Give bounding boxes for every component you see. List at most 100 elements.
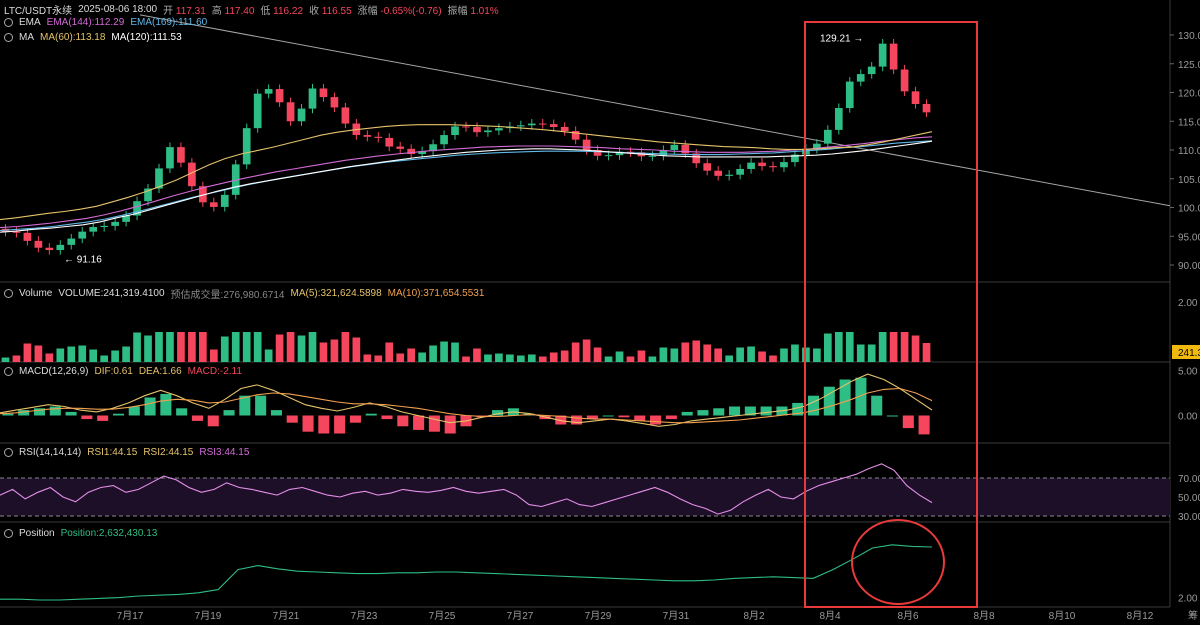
x-tick-label: 7月17 xyxy=(117,610,144,622)
volume-bar xyxy=(231,332,240,362)
ma60-value: MA(60):113.18 xyxy=(40,32,106,43)
macd-histogram-bar xyxy=(334,415,346,434)
candle-body xyxy=(407,148,416,155)
eye-icon[interactable] xyxy=(4,367,13,376)
candle-body xyxy=(560,127,569,132)
price-tick-label: 125.00 xyxy=(1178,60,1200,71)
candle-body xyxy=(78,231,87,239)
eye-icon[interactable] xyxy=(4,529,13,538)
macd-histogram-bar xyxy=(144,397,156,416)
macd-histogram-bar xyxy=(650,415,662,425)
volume-legend[interactable]: Volume VOLUME:241,319.4100 预估成交量:276,980… xyxy=(4,286,484,301)
volume-bar xyxy=(286,332,295,362)
rsi-legend[interactable]: RSI(14,14,14) RSI1:44.15 RSI2:44.15 RSI3… xyxy=(4,447,249,458)
eye-icon[interactable] xyxy=(4,18,13,27)
candle-body xyxy=(429,144,437,152)
macd-dea: DEA:1.66 xyxy=(138,366,182,377)
candle-body xyxy=(308,88,317,109)
macd-histogram-bar xyxy=(665,415,677,420)
macd-histogram-bar xyxy=(586,415,598,420)
x-tick-label: 8月10 xyxy=(1049,610,1076,622)
low-annotation: ← 91.16 xyxy=(64,254,102,265)
close-label: 收 116.55 xyxy=(309,6,352,17)
x-tick-label: 7月27 xyxy=(507,610,534,622)
rsi-band xyxy=(0,478,1170,516)
volume-bar xyxy=(878,332,887,362)
candle-body xyxy=(703,163,712,171)
volume-bar xyxy=(23,343,32,362)
high-label: 高 117.40 xyxy=(211,6,255,17)
macd-histogram-bar xyxy=(65,411,77,416)
rsi2-value: RSI2:44.15 xyxy=(143,447,194,458)
volume-bar xyxy=(385,342,394,362)
macd-histogram-bar xyxy=(381,415,393,420)
symbol-label: LTC/USDT永续 xyxy=(4,6,73,17)
candle-body xyxy=(845,81,854,109)
volume-bar xyxy=(166,332,174,362)
macd-value: MACD:-2.11 xyxy=(187,366,242,377)
x-tick-label: 8月6 xyxy=(897,610,919,622)
position-legend[interactable]: Position Position:2,632,430.13 xyxy=(4,528,157,539)
candle-body xyxy=(155,168,163,189)
volume-bar xyxy=(34,345,43,362)
ema169-value: EMA(169):111.60 xyxy=(130,17,208,28)
volume-bar xyxy=(692,340,701,362)
macd-histogram-bar xyxy=(681,411,693,416)
ma-legend[interactable]: MA MA(60):113.18 MA(120):111.53 xyxy=(4,32,182,43)
candle-body xyxy=(385,137,394,147)
macd-dif: DIF:0.61 xyxy=(94,366,133,377)
candle-body xyxy=(451,126,459,136)
candle-body xyxy=(911,91,920,104)
candle-body xyxy=(242,128,251,165)
candle-body xyxy=(45,247,54,251)
ema169-line xyxy=(0,140,933,232)
volume-bar xyxy=(45,353,54,362)
x-tick-label: 8月2 xyxy=(743,610,765,622)
eye-icon[interactable] xyxy=(4,448,13,457)
macd-histogram-bar xyxy=(286,415,298,423)
candle-body xyxy=(374,136,383,138)
macd-histogram-bar xyxy=(492,410,504,416)
ema-legend[interactable]: EMA EMA(144):112.29 EMA(169):111.60 xyxy=(4,17,207,28)
candle-body xyxy=(582,139,591,150)
candle-body xyxy=(549,124,558,127)
volume-bar xyxy=(516,355,525,362)
price-tick-label: 90.00 xyxy=(1178,261,1200,272)
position-line xyxy=(0,544,933,601)
rsi-tick-label: 70.00 xyxy=(1178,474,1200,485)
candle-body xyxy=(418,151,426,155)
volume-bar xyxy=(144,335,152,362)
candle-body xyxy=(34,240,43,248)
candle-body xyxy=(867,66,876,75)
volume-bar xyxy=(637,350,646,362)
open-label: 开 117.31 xyxy=(163,6,206,17)
macd-histogram-bar xyxy=(571,415,583,425)
volume-bar xyxy=(758,351,766,362)
rsi-tick-label: 30.00 xyxy=(1178,512,1200,523)
macd-histogram-bar xyxy=(744,406,756,416)
candle-body xyxy=(527,123,536,126)
candle-body xyxy=(133,201,141,216)
macd-histogram-bar xyxy=(255,395,267,416)
amplitude-label: 振幅 1.01% xyxy=(447,6,499,17)
x-tick-label: 7月21 xyxy=(273,610,300,622)
volume-bar xyxy=(363,354,372,362)
volume-bar xyxy=(122,346,130,362)
macd-histogram-bar xyxy=(713,408,725,416)
bell-icon[interactable] xyxy=(4,33,13,42)
volume-bar xyxy=(867,344,876,362)
x-tick-label: 7月23 xyxy=(351,610,378,622)
candle-body xyxy=(67,238,76,245)
macd-histogram-bar xyxy=(270,410,282,416)
volume-ma5: MA(5):321,624.5898 xyxy=(290,288,382,299)
eye-icon[interactable] xyxy=(4,289,13,298)
macd-legend[interactable]: MACD(12,26,9) DIF:0.61 DEA:1.66 MACD:-2.… xyxy=(4,366,242,377)
volume-bar xyxy=(604,356,613,362)
candle-body xyxy=(23,232,32,241)
highlight-circle xyxy=(851,519,945,605)
volume-bar xyxy=(100,355,109,362)
candle-body xyxy=(209,202,218,207)
x-tick-label: 8月12 xyxy=(1127,610,1154,622)
volume-bar xyxy=(188,332,196,362)
